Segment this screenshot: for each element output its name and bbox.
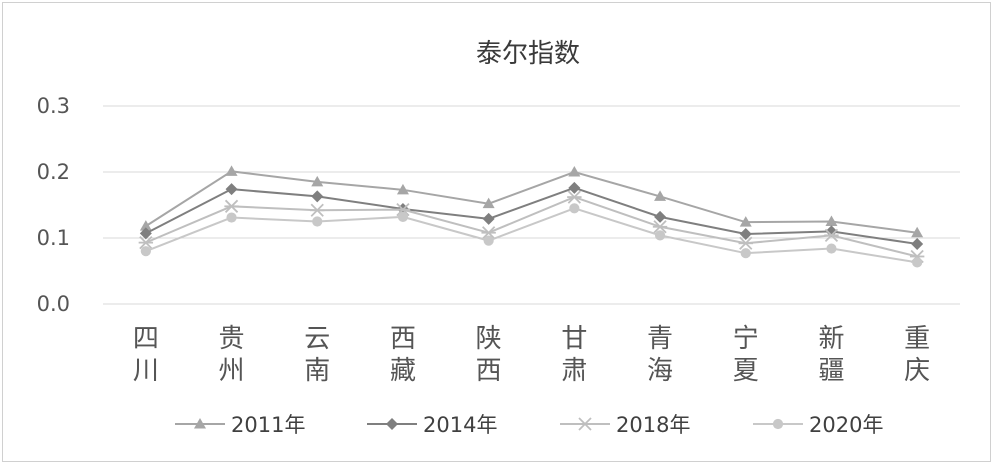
svg-text:肃: 肃: [561, 356, 587, 386]
data-point: [739, 228, 752, 241]
data-point: [738, 236, 753, 250]
legend-marker-icon: [386, 418, 398, 430]
data-point: [396, 183, 409, 195]
data-point: [138, 235, 154, 250]
legend: 2011年 2014年 2018年 2020年: [175, 413, 883, 437]
data-point: [569, 203, 580, 214]
data-point: [311, 190, 324, 203]
data-point: [482, 212, 495, 225]
x-tick-label: 甘肃: [561, 324, 587, 386]
svg-text:贵: 贵: [219, 324, 245, 354]
svg-text:重: 重: [904, 324, 930, 354]
y-tick-label: 0.2: [37, 160, 70, 184]
x-tick-label: 青海: [647, 324, 673, 386]
data-point: [312, 216, 323, 227]
series-layer: [138, 165, 925, 268]
svg-text:陕: 陕: [476, 324, 502, 354]
x-tick-label: 云南: [304, 324, 330, 386]
data-point: [483, 235, 494, 246]
series-2020年: [140, 203, 923, 268]
legend-marker-icon: [194, 418, 206, 429]
series-2011年: [139, 165, 924, 238]
svg-text:夏: 夏: [733, 356, 759, 386]
series-line: [145, 196, 918, 258]
svg-text:青: 青: [647, 324, 673, 354]
data-point: [826, 243, 837, 254]
data-point: [911, 237, 924, 250]
svg-text:海: 海: [647, 356, 673, 386]
data-point: [568, 181, 581, 194]
data-point: [740, 248, 751, 259]
x-tick-label: 重庆: [904, 324, 930, 386]
svg-text:庆: 庆: [904, 356, 930, 386]
svg-text:四: 四: [133, 324, 159, 354]
data-point: [225, 183, 238, 196]
legend-label: 2018年: [616, 413, 690, 437]
data-point: [482, 197, 495, 209]
series-line: [145, 186, 918, 245]
x-tick-label: 四川: [133, 324, 159, 386]
legend-marker-icon: [577, 417, 593, 431]
legend-item: 2018年: [560, 413, 690, 437]
legend-label: 2020年: [809, 413, 883, 437]
data-point: [225, 165, 238, 176]
data-point: [568, 166, 581, 177]
data-point: [567, 190, 582, 204]
svg-text:甘: 甘: [561, 324, 587, 354]
data-point: [140, 246, 151, 257]
y-axis-ticks: 0.0 0.1 0.2 0.3: [37, 94, 70, 316]
svg-text:州: 州: [219, 356, 245, 386]
data-point: [911, 226, 924, 238]
data-point: [139, 220, 152, 231]
data-point: [481, 226, 496, 240]
data-point: [825, 225, 838, 238]
svg-text:西: 西: [390, 324, 416, 354]
grid-lines: [103, 105, 960, 305]
data-point: [397, 211, 409, 222]
svg-text:南: 南: [304, 356, 330, 386]
chart-title: 泰尔指数: [476, 39, 580, 69]
data-point: [652, 220, 668, 234]
legend-item: 2020年: [753, 413, 883, 437]
svg-text:藏: 藏: [390, 356, 416, 386]
svg-text:西: 西: [476, 356, 502, 386]
y-tick-label: 0.0: [37, 292, 70, 316]
legend-item: 2014年: [367, 413, 497, 437]
data-point: [224, 199, 239, 213]
data-point: [912, 257, 923, 268]
data-point: [226, 212, 237, 223]
x-tick-label: 陕西: [476, 324, 502, 386]
data-point: [654, 190, 667, 201]
y-tick-label: 0.1: [37, 226, 70, 250]
legend-label: 2014年: [423, 413, 497, 437]
svg-text:川: 川: [133, 356, 159, 386]
data-point: [395, 202, 411, 217]
svg-text:疆: 疆: [818, 356, 844, 386]
x-tick-label: 宁夏: [733, 324, 759, 386]
series-2018年: [138, 190, 925, 264]
data-point: [310, 203, 325, 217]
legend-item: 2011年: [175, 413, 305, 437]
series-line: [145, 170, 918, 234]
data-point: [311, 175, 324, 187]
x-tick-label: 新疆: [818, 324, 844, 386]
data-point: [825, 215, 838, 226]
svg-text:新: 新: [818, 324, 844, 354]
y-tick-label: 0.3: [37, 94, 70, 118]
data-point: [139, 227, 152, 240]
series-line: [145, 207, 918, 264]
legend-marker-icon: [772, 418, 784, 430]
data-point: [739, 216, 752, 227]
svg-text:云: 云: [304, 324, 330, 354]
x-tick-label: 西藏: [390, 324, 416, 386]
legend-label: 2011年: [231, 413, 305, 437]
data-point: [654, 210, 667, 223]
x-tick-label: 贵州: [219, 324, 245, 386]
data-point: [824, 228, 839, 242]
data-point: [654, 230, 666, 241]
svg-text:宁: 宁: [733, 324, 759, 354]
